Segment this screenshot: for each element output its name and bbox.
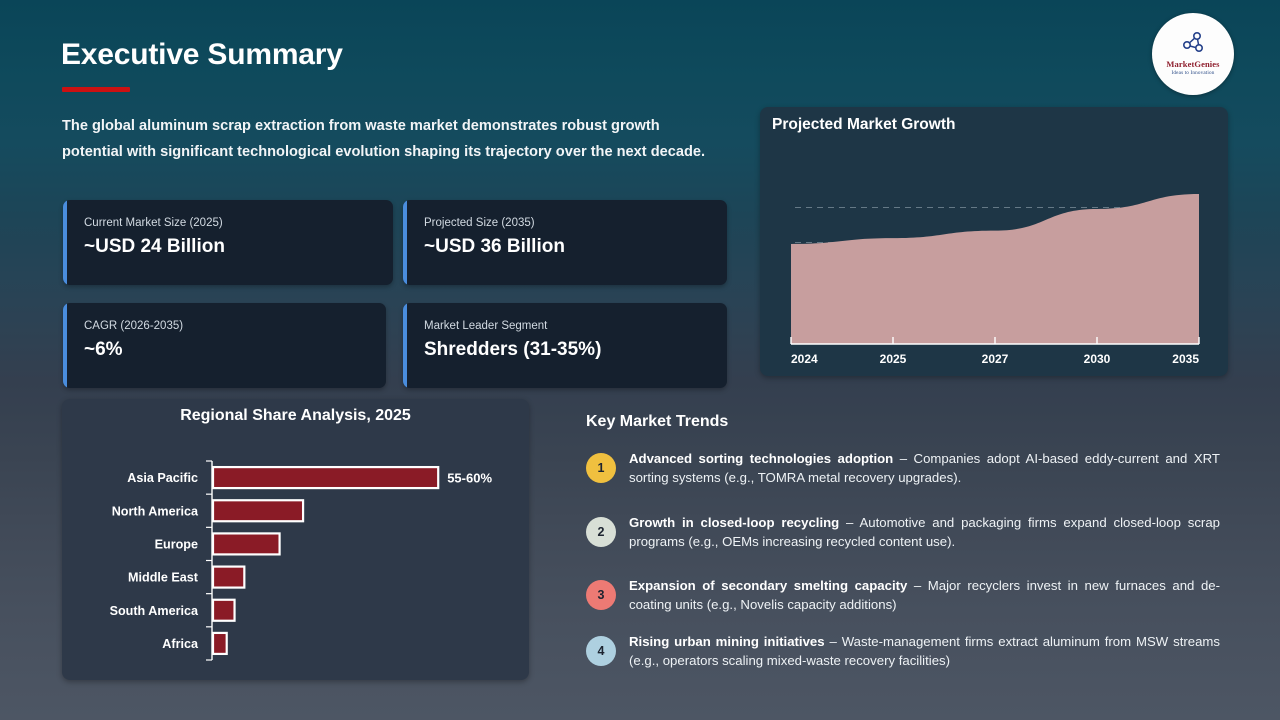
bar	[211, 465, 440, 490]
area-x-tick-label: 2025	[880, 352, 907, 366]
bar	[211, 631, 228, 656]
area-x-tick-label: 2035	[1172, 352, 1199, 366]
trend-body: – Waste-management firms extract aluminu…	[629, 634, 1220, 669]
key-market-trends-heading: Key Market Trends	[586, 413, 729, 430]
trend-title: Rising urban mining initiatives	[629, 634, 825, 649]
trend-number-badge: 1	[586, 453, 616, 483]
kpi-label: Projected Size (2035)	[424, 217, 535, 229]
trend-body: – Automotive and packaging firms expand …	[629, 515, 1220, 550]
trend-title: Expansion of secondary smelting capacity	[629, 578, 908, 593]
bar-chart: Asia Pacific 55-60% North America Europe Mid…	[110, 460, 492, 661]
trend-title: Advanced sorting technologies adoption	[629, 451, 894, 466]
bar	[211, 499, 305, 523]
bar	[211, 598, 236, 622]
bar	[211, 565, 246, 589]
bar-category-label: Africa	[162, 637, 199, 651]
trend-number-badge: 4	[586, 636, 616, 666]
intro-paragraph: The global aluminum scrap extraction fro…	[62, 118, 706, 160]
logo-tagline: Ideas to Innovation	[1171, 70, 1215, 76]
kpi-card-market-leader-segment: Market Leader Segment Shredders (31-35%)	[403, 303, 727, 388]
bar-category-label: Europe	[155, 537, 198, 551]
bar-chart-title: Regional Share Analysis, 2025	[180, 407, 411, 424]
bar-category-label: Asia Pacific	[127, 471, 198, 485]
area-x-tick-label: 2024	[791, 352, 818, 366]
trend-text: Advanced sorting technologies adoption –…	[629, 449, 1220, 488]
title-underline-accent	[62, 87, 130, 92]
trend-number-badge: 3	[586, 580, 616, 610]
bar-category-label: South America	[110, 604, 199, 618]
kpi-value: ~6%	[84, 339, 123, 360]
kpi-card-current-market-size: Current Market Size (2025) ~USD 24 Billi…	[63, 200, 393, 285]
trend-item: 1 Advanced sorting technologies adoption…	[586, 449, 1220, 488]
area-x-tick-label: 2030	[1084, 352, 1111, 366]
trend-body: – Major recyclers invest in new furnaces…	[629, 578, 1221, 613]
trend-number-badge: 2	[586, 517, 616, 547]
trend-body: – Companies adopt AI-based eddy-current …	[629, 451, 1220, 486]
trend-item: 2 Growth in closed-loop recycling – Auto…	[586, 513, 1220, 552]
trend-title: Growth in closed-loop recycling	[629, 515, 840, 530]
page-title: Executive Summary	[61, 38, 343, 71]
trend-item: 4 Rising urban mining initiatives – Wast…	[586, 632, 1220, 671]
kpi-card-projected-size: Projected Size (2035) ~USD 36 Billion	[403, 200, 727, 285]
kpi-label: Market Leader Segment	[424, 320, 548, 332]
trend-text: Rising urban mining initiatives – Waste-…	[629, 632, 1220, 671]
kpi-value: ~USD 36 Billion	[424, 236, 565, 257]
logo-name: MarketGenies	[1166, 59, 1220, 69]
area-chart-title: Projected Market Growth	[772, 116, 956, 133]
bar	[211, 532, 281, 556]
projected-market-growth-panel: Projected Market Growth 2024 2025 2027 2030…	[760, 107, 1228, 376]
node-network-icon	[1183, 32, 1203, 53]
bar-category-label: North America	[112, 504, 199, 518]
kpi-label: CAGR (2026-2035)	[84, 320, 184, 332]
area-x-tick-label: 2027	[982, 352, 1009, 366]
regional-share-analysis-panel: Regional Share Analysis, 2025 Asia Pacif…	[62, 399, 529, 680]
trend-text: Growth in closed-loop recycling – Automo…	[629, 513, 1220, 552]
kpi-card-cagr: CAGR (2026-2035) ~6%	[63, 303, 386, 388]
kpi-value: Shredders (31-35%)	[424, 339, 602, 360]
brand-logo: MarketGenies Ideas to Innovation	[1152, 13, 1234, 95]
kpi-value: ~USD 24 Billion	[84, 236, 225, 257]
bar-value-annotation: 55-60%	[447, 471, 492, 486]
kpi-label: Current Market Size (2025)	[84, 217, 223, 229]
trend-item: 3 Expansion of secondary smelting capaci…	[586, 576, 1220, 615]
bar-category-label: Middle East	[128, 571, 199, 585]
area-chart: 2024 2025 2027 2030 2035	[790, 194, 1200, 366]
trend-text: Expansion of secondary smelting capacity…	[629, 576, 1220, 615]
